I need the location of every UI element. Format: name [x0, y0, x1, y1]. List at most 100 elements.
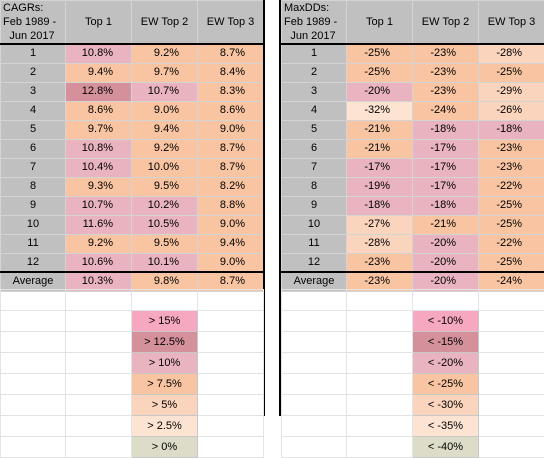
value-cell[interactable]: 10.2%	[132, 196, 198, 215]
row-label[interactable]: 2	[1, 63, 66, 82]
row-label[interactable]: 6	[282, 139, 347, 158]
empty-cell[interactable]	[198, 311, 264, 332]
maxdd-col-ew2[interactable]: EW Top 2	[413, 1, 479, 45]
empty-cell[interactable]	[413, 290, 479, 311]
empty-cell[interactable]	[198, 437, 264, 458]
empty-cell[interactable]	[132, 290, 198, 311]
empty-cell[interactable]	[66, 332, 132, 353]
row-label[interactable]: 9	[1, 196, 66, 215]
value-cell[interactable]: -23%	[479, 139, 544, 158]
legend-swatch[interactable]: > 15%	[132, 311, 198, 332]
value-cell[interactable]: 8.8%	[198, 196, 264, 215]
empty-cell[interactable]	[347, 311, 413, 332]
row-label[interactable]: 10	[282, 215, 347, 234]
cagr-header-label[interactable]: CAGRs: Feb 1989 - Jun 2017	[1, 1, 66, 45]
value-cell[interactable]: 10.0%	[132, 158, 198, 177]
value-cell[interactable]: 9.0%	[198, 120, 264, 139]
legend-swatch[interactable]: < -15%	[413, 332, 479, 353]
value-cell[interactable]: 8.6%	[198, 101, 264, 120]
empty-cell[interactable]	[198, 353, 264, 374]
row-label[interactable]: 9	[282, 196, 347, 215]
empty-cell[interactable]	[479, 437, 544, 458]
value-cell[interactable]: 9.4%	[66, 63, 132, 82]
value-cell[interactable]: -23%	[347, 253, 413, 272]
value-cell[interactable]: 9.0%	[198, 253, 264, 272]
legend-swatch[interactable]: > 2.5%	[132, 416, 198, 437]
row-label[interactable]: 5	[282, 120, 347, 139]
empty-cell[interactable]	[479, 374, 544, 395]
value-cell[interactable]: 9.5%	[132, 177, 198, 196]
value-cell[interactable]: -21%	[413, 215, 479, 234]
empty-cell[interactable]	[66, 416, 132, 437]
row-label[interactable]: 6	[1, 139, 66, 158]
value-cell[interactable]: -28%	[479, 44, 544, 63]
empty-cell[interactable]	[282, 311, 347, 332]
empty-cell[interactable]	[1, 416, 66, 437]
empty-cell[interactable]	[282, 374, 347, 395]
value-cell[interactable]: -17%	[413, 158, 479, 177]
value-cell[interactable]: -25%	[479, 253, 544, 272]
empty-cell[interactable]	[479, 290, 544, 311]
value-cell[interactable]: -18%	[413, 196, 479, 215]
empty-cell[interactable]	[479, 416, 544, 437]
value-cell[interactable]: -22%	[479, 234, 544, 253]
cagr-col-ew2[interactable]: EW Top 2	[132, 1, 198, 45]
empty-cell[interactable]	[66, 290, 132, 311]
value-cell[interactable]: 9.4%	[198, 234, 264, 253]
empty-cell[interactable]	[66, 353, 132, 374]
value-cell[interactable]: -23%	[413, 63, 479, 82]
empty-cell[interactable]	[1, 395, 66, 416]
row-label[interactable]: 11	[1, 234, 66, 253]
value-cell[interactable]: -22%	[479, 177, 544, 196]
empty-cell[interactable]	[198, 374, 264, 395]
row-label[interactable]: 4	[1, 101, 66, 120]
empty-cell[interactable]	[347, 374, 413, 395]
row-label[interactable]: 12	[282, 253, 347, 272]
empty-cell[interactable]	[282, 437, 347, 458]
row-label[interactable]: 1	[1, 44, 66, 63]
value-cell[interactable]: 10.7%	[132, 82, 198, 101]
empty-cell[interactable]	[1, 290, 66, 311]
value-cell[interactable]: -18%	[479, 120, 544, 139]
value-cell[interactable]: 12.8%	[66, 82, 132, 101]
value-cell[interactable]: -21%	[347, 120, 413, 139]
row-label[interactable]: 3	[1, 82, 66, 101]
empty-cell[interactable]	[1, 332, 66, 353]
value-cell[interactable]: -25%	[347, 44, 413, 63]
legend-swatch[interactable]: > 12.5%	[132, 332, 198, 353]
empty-cell[interactable]	[66, 374, 132, 395]
value-cell[interactable]: -21%	[347, 139, 413, 158]
value-cell[interactable]: -18%	[413, 120, 479, 139]
value-cell[interactable]: 9.3%	[66, 177, 132, 196]
empty-cell[interactable]	[479, 311, 544, 332]
value-cell[interactable]: -23%	[413, 44, 479, 63]
legend-swatch[interactable]: < -25%	[413, 374, 479, 395]
empty-cell[interactable]	[347, 290, 413, 311]
row-label[interactable]: 7	[1, 158, 66, 177]
value-cell[interactable]: 10.8%	[66, 139, 132, 158]
value-cell[interactable]: -17%	[413, 177, 479, 196]
value-cell[interactable]: -27%	[347, 215, 413, 234]
value-cell[interactable]: 8.7%	[198, 44, 264, 63]
value-cell[interactable]: -24%	[413, 101, 479, 120]
maxdd-header-label[interactable]: MaxDDs: Feb 1989 - Jun 2017	[282, 1, 347, 45]
value-cell[interactable]: 8.2%	[198, 177, 264, 196]
row-label[interactable]: 8	[282, 177, 347, 196]
empty-cell[interactable]	[1, 374, 66, 395]
maxdd-col-top1[interactable]: Top 1	[347, 1, 413, 45]
value-cell[interactable]: 8.6%	[66, 101, 132, 120]
value-cell[interactable]: -28%	[347, 234, 413, 253]
value-cell[interactable]: -25%	[479, 196, 544, 215]
value-cell[interactable]: 10.1%	[132, 253, 198, 272]
empty-cell[interactable]	[347, 353, 413, 374]
value-cell[interactable]: -25%	[347, 63, 413, 82]
legend-swatch[interactable]: > 5%	[132, 395, 198, 416]
empty-cell[interactable]	[198, 416, 264, 437]
legend-swatch[interactable]: < -40%	[413, 437, 479, 458]
value-cell[interactable]: 9.0%	[198, 215, 264, 234]
value-cell[interactable]: 9.4%	[132, 120, 198, 139]
value-cell[interactable]: 10.5%	[132, 215, 198, 234]
value-cell[interactable]: 10.8%	[66, 44, 132, 63]
empty-cell[interactable]	[282, 416, 347, 437]
value-cell[interactable]: 9.7%	[66, 120, 132, 139]
